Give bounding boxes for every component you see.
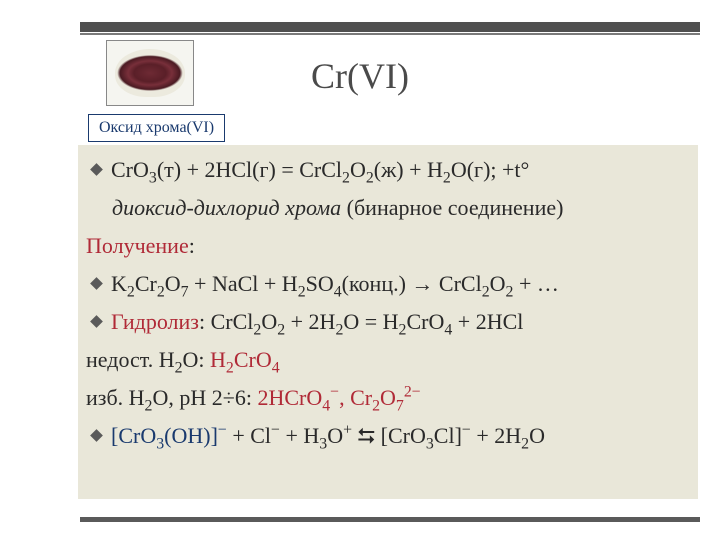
equation-hydrolysis: Гидролиз: CrCl2O2 + 2H2O = H2CrO4 + 2HCl	[92, 309, 688, 335]
condition-excess-water: изб. H2O, pH 2÷6: 2HCrO4−, Cr2O72−	[86, 385, 688, 411]
equation-line-2: K2Cr2O7 + NaCl + H2SO4(конц.) → CrCl2O2 …	[92, 271, 688, 297]
equation-line-1: CrO3(т) + 2HCl(г) = CrCl2O2(ж) + H2O(г);…	[92, 157, 688, 183]
description-line: диоксид-дихлорид хрома (бинарное соедине…	[112, 195, 688, 221]
top-divider	[80, 22, 700, 32]
bullet-icon	[90, 316, 103, 329]
bottom-divider	[80, 517, 700, 522]
condition-lack-water: недост. H2O: H2CrO4	[86, 347, 688, 373]
content-panel: CrO3(т) + 2HCl(г) = CrCl2O2(ж) + H2O(г);…	[78, 145, 698, 499]
bullet-icon	[90, 278, 103, 291]
oxide-image-frame	[106, 40, 194, 106]
section-preparation: Получение:	[86, 233, 688, 259]
bullet-icon	[90, 164, 103, 177]
chromium-oxide-image	[115, 49, 185, 97]
equation-equilibrium: [CrO3(OH)]− + Cl− + H3O+ ⮀ [CrO3Cl]− + 2…	[92, 423, 688, 449]
image-caption: Оксид хрома(VI)	[99, 119, 214, 136]
bullet-icon	[90, 430, 103, 443]
image-caption-box: Оксид хрома(VI)	[88, 114, 225, 142]
